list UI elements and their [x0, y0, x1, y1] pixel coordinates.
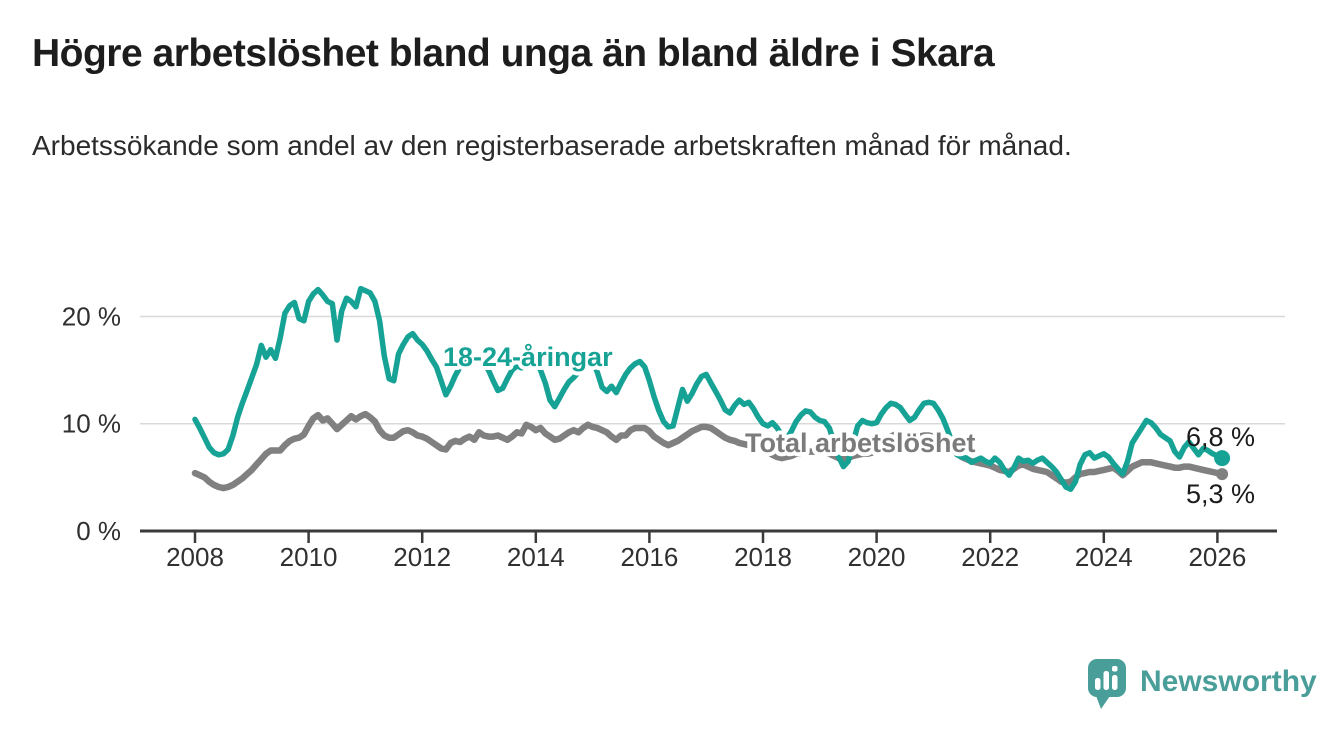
series-line	[191, 410, 1226, 492]
x-axis-tick-label: 2014	[507, 542, 565, 572]
series-line	[192, 285, 1225, 492]
y-axis-tick-label: 0 %	[76, 516, 121, 546]
x-axis-tick-label: 2018	[734, 542, 792, 572]
chart-subtitle: Arbetssökande som andel av den registerb…	[32, 130, 1072, 161]
x-axis-tick-label: 2010	[280, 542, 338, 572]
end-value-label-total: 5,3 %	[1186, 479, 1255, 509]
newsworthy-wordmark: Newsworthy	[1140, 665, 1317, 698]
end-value-label-youth: 6,8 %	[1186, 422, 1255, 452]
y-axis-tick-label: 10 %	[62, 409, 121, 439]
x-axis-tick-label: 2008	[166, 542, 224, 572]
series-end-dot	[1214, 450, 1231, 467]
x-axis-tick-label: 2026	[1188, 542, 1246, 572]
newsworthy-bubble-icon	[1088, 659, 1126, 709]
x-axis-tick-label: 2012	[393, 542, 451, 572]
grid-and-axes: 0 % 10 % 20 % 2008 2010 2012 2014 2016 2018 2020 2…	[62, 301, 1285, 572]
y-axis-tick-label: 20 %	[62, 301, 121, 331]
series-lines	[191, 285, 1226, 492]
x-axis-tick-label: 2022	[961, 542, 1019, 572]
series-end-dots	[1214, 450, 1231, 481]
x-axis-tick-label: 2024	[1075, 542, 1133, 572]
x-axis-tick-label: 2016	[620, 542, 678, 572]
x-axis-tick-label: 2020	[848, 542, 906, 572]
series-label-youth: 18-24-åringar	[443, 342, 613, 372]
series-end-dot	[1216, 468, 1229, 481]
chart-title: Högre arbetslöshet bland unga än bland ä…	[32, 32, 995, 75]
newsworthy-logo: Newsworthy	[1088, 659, 1317, 709]
series-label-total: Total arbetslöshet	[745, 428, 976, 458]
